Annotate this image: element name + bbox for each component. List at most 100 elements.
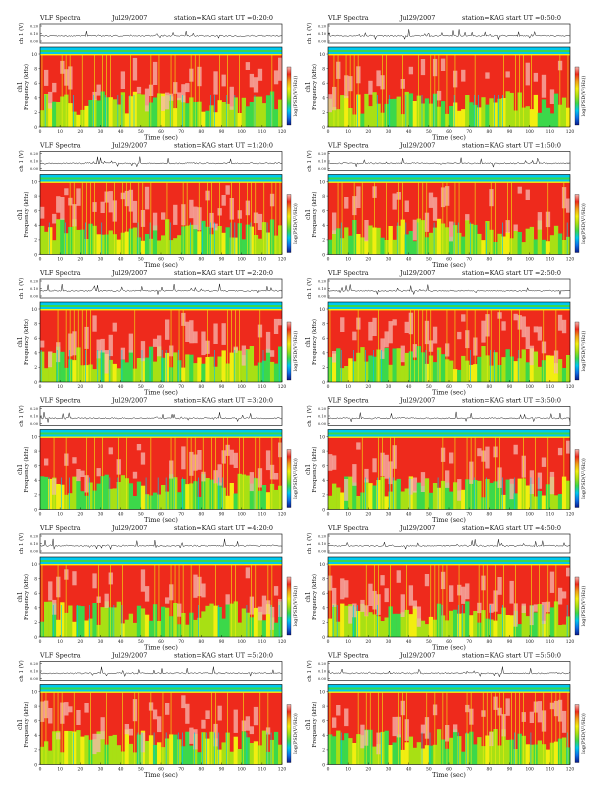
spectrogram-streak [81,182,83,255]
time-tick-label: 120 [278,385,287,390]
spectrogram-high-band [40,687,282,690]
spectrogram-streak [418,55,419,127]
spectrogram-streak [86,437,87,510]
spectrogram-streak [174,55,176,127]
spectrogram-low-band [213,366,218,382]
time-tick-label: 100 [237,130,246,135]
spectrogram-streak [490,350,491,382]
spectrogram-intense-patch [144,186,150,210]
spectrogram-streak [122,692,123,765]
colorbar-label: log(PSD(V²/Hz)) [292,203,299,244]
time-tick-label: 50 [138,640,144,645]
spectrogram-streak [378,692,379,765]
spectrogram-low-band [144,234,150,255]
spectrogram-intense-patch [140,732,146,753]
spectrogram-streak [41,55,43,127]
frequency-tick-label: 10 [319,53,325,58]
spectrogram-intense-patch [193,574,198,598]
spectrogram-low-band [453,609,458,637]
spectrogram-low-band [561,737,567,765]
spectrogram-streak [182,182,184,255]
time-tick-label: 90 [507,130,513,135]
spectrogram-streak [177,732,179,765]
spectrogram-streak [474,437,476,510]
spectrogram-streak [165,477,167,510]
spectrogram-low-band [205,110,210,127]
spectrogram-intense-patch [566,440,571,454]
spectrogram-streak [207,182,208,255]
spectrogram-low-band [221,618,226,637]
spectrogram-low-band [368,225,373,255]
spectrogram-low-band [332,353,337,382]
spectrogram-low-band [566,355,571,382]
spectrogram-low-band [136,481,142,510]
spectrogram-low-band [521,242,526,255]
spectrogram-intense-patch [533,326,539,333]
spectrogram-intense-patch [332,212,337,234]
spectrogram-streak [57,565,59,637]
spectrogram-intense-patch [509,478,514,500]
spectrogram-streak [279,437,281,510]
time-tick-label: 90 [507,258,513,263]
spectrogram-low-band [56,219,61,255]
spectrogram-low-band [52,101,57,127]
spectrogram-low-band [72,621,77,637]
spectrogram-intense-patch [108,447,113,455]
spectrogram-intense-patch [189,320,194,344]
spectrogram-streak [357,692,359,765]
time-tick-label: 10 [57,130,63,135]
spectrogram-intense-patch [344,479,349,501]
spectrogram-streak [251,565,252,637]
spectrogram-intense-patch [376,70,381,87]
spectrogram-streak [397,222,399,255]
spectrogram-streak [446,55,448,127]
spectrogram-streak [255,565,257,637]
spectrogram-low-band [76,229,81,255]
spectrogram-low-band [449,610,454,637]
spectrogram-streak [255,182,257,255]
spectrogram-streak [454,437,456,510]
spectrogram-low-band [221,232,226,255]
spectrogram-streak [494,350,495,382]
spectrogram-low-band [408,614,414,637]
spectrogram-low-band [52,240,57,255]
spectrogram-intense-patch [100,201,105,213]
spectrogram-intense-patch [245,62,251,70]
spectrogram-intense-patch [201,583,206,598]
panel-date: Jul29/2007 [111,269,147,277]
spectrogram-streak [40,350,42,382]
spectrogram-intense-patch [278,599,283,617]
spectrogram-streak [61,477,62,510]
spectrogram-streak [490,692,492,765]
spectrogram-low-band [64,730,69,765]
spectrogram-low-band [201,220,206,255]
spectrogram-streak [329,565,331,637]
spectrogram-low-band [481,240,486,255]
vlf-panel: VLF Spectra Jul29/2007 station=KAG start UT… [17,269,299,397]
spectrogram-streak [41,692,43,765]
spectrogram-streak [535,692,536,765]
time-tick-label: 100 [525,130,534,135]
spectrogram-intense-patch [181,84,186,103]
spectrogram-low-band [257,96,263,127]
colorbar-label: log(PSD(V²/Hz)) [580,458,587,499]
time-tick-label: 20 [366,640,372,645]
spectrogram-low-band [249,483,255,510]
spectrogram-low-band [372,485,377,510]
spectrogram-low-band [533,239,539,255]
time-tick-label: 60 [446,130,452,135]
spectrogram-edge [328,691,570,693]
waveform-ytick-label: 0.20 [30,662,39,666]
spectrogram-streak [94,182,95,255]
spectrogram-intense-patch [384,331,389,348]
channel-label: ch1 [17,209,24,220]
vlf-panel: VLF Spectra Jul29/2007 station=KAG start UT… [305,269,587,397]
spectrogram-streak [535,437,536,510]
spectrogram-low-band [537,491,543,510]
waveform-frame [327,661,571,681]
spectrogram-low-band [249,102,255,127]
spectrogram-low-band [273,622,279,637]
channel-label: ch1 [305,591,312,602]
spectrogram-intense-patch [273,318,279,334]
spectrogram-low-band [348,235,353,255]
